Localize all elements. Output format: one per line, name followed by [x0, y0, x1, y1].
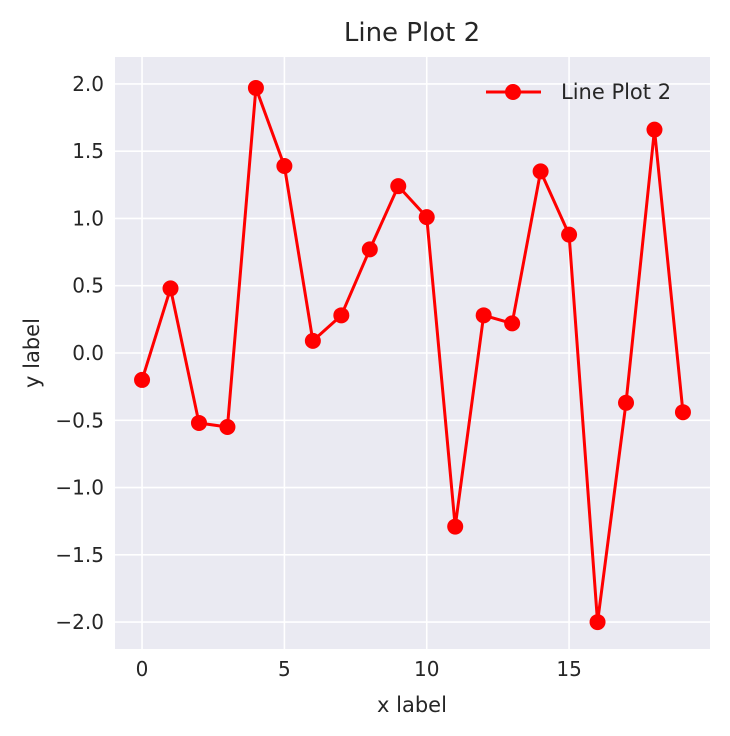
data-point [447, 518, 464, 535]
y-tick-label: −2.0 [55, 610, 104, 634]
data-point [674, 404, 691, 421]
data-point [247, 79, 264, 96]
chart-title: Line Plot 2 [344, 18, 480, 48]
data-point [333, 307, 350, 324]
y-tick-label: −1.0 [55, 476, 104, 500]
data-point [390, 178, 407, 195]
data-point [532, 163, 549, 180]
y-tick-label: 2.0 [72, 72, 104, 96]
legend-entry: Line Plot 2 [561, 80, 671, 104]
y-tick-label: 1.0 [72, 206, 104, 230]
x-tick-label: 10 [414, 657, 439, 681]
series-layer [134, 79, 691, 631]
data-point [219, 419, 236, 435]
y-tick-label: −0.5 [55, 408, 104, 432]
x-tick-labels: 0 5 10 15 [136, 657, 582, 681]
data-point [561, 226, 578, 243]
y-axis-label: y label [20, 318, 44, 388]
x-tick-label: 5 [278, 657, 291, 681]
grid-lines [115, 57, 710, 649]
data-point [475, 307, 492, 324]
y-tick-labels: 2.0 1.5 1.0 0.5 0.0 −0.5 −1.0 −1.5 −2.0 [55, 72, 104, 634]
data-point [276, 157, 293, 174]
legend-marker-swatch [505, 84, 521, 100]
data-point [361, 241, 378, 258]
x-tick-label: 15 [556, 657, 581, 681]
data-point [618, 394, 635, 411]
data-point [190, 414, 207, 431]
x-tick-label: 0 [136, 657, 149, 681]
data-point [304, 332, 321, 349]
data-point [418, 209, 435, 226]
series-line [140, 86, 685, 624]
y-tick-label: 1.5 [72, 139, 104, 163]
data-point [162, 280, 179, 297]
y-tick-label: −1.5 [55, 543, 104, 567]
x-axis-label: x label [377, 693, 447, 717]
legend: Line Plot 2 [486, 80, 671, 104]
data-point [589, 614, 606, 631]
y-tick-label: 0.0 [72, 341, 104, 365]
data-point [646, 121, 663, 138]
data-point [504, 315, 521, 332]
data-point [134, 371, 151, 388]
y-tick-label: 0.5 [72, 274, 104, 298]
